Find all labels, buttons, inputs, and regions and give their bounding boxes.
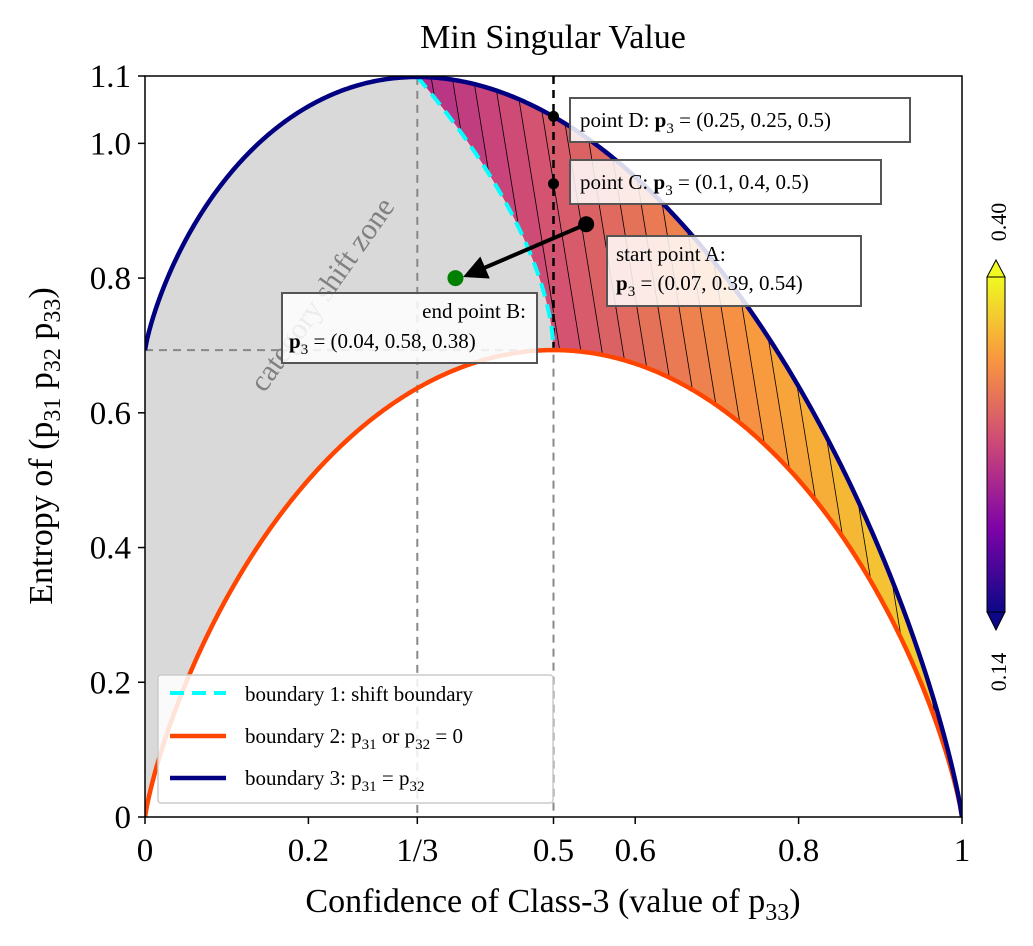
y-tick-label: 0.8 bbox=[90, 261, 131, 297]
point-a bbox=[578, 216, 595, 233]
x-axis-label: Confidence of Class-3 (value of p33) bbox=[305, 883, 800, 926]
legend-label-boundary-1: boundary 1: shift boundary bbox=[245, 682, 474, 706]
svg-text:p3 = (0.04, 0.58, 0.38): p3 = (0.04, 0.58, 0.38) bbox=[289, 329, 476, 358]
svg-text:p3 = (0.07, 0.39, 0.54): p3 = (0.07, 0.39, 0.54) bbox=[616, 271, 803, 300]
category-shift-zone bbox=[145, 76, 554, 817]
svg-text:start point A:: start point A: bbox=[616, 242, 726, 266]
annotation-point-c: point C: p3 = (0.1, 0.4, 0.5) bbox=[569, 159, 882, 205]
point-d bbox=[548, 110, 559, 122]
y-tick-label: 0.4 bbox=[90, 531, 131, 567]
x-tick-label: 0 bbox=[137, 833, 154, 869]
points-layer bbox=[447, 110, 595, 287]
colorbar-body bbox=[986, 276, 1006, 613]
legend: boundary 1: shift boundary boundary 2: p… bbox=[157, 674, 554, 804]
boundary-2-line bbox=[145, 347, 962, 817]
y-tick-label: 1.0 bbox=[90, 126, 131, 162]
x-tick-label: 0.2 bbox=[288, 833, 329, 869]
x-tick-label: 0.5 bbox=[533, 833, 574, 869]
point-c bbox=[548, 178, 559, 190]
colorbar-extend-bottom bbox=[986, 611, 1006, 632]
y-tick-label: 1.1 bbox=[90, 59, 131, 95]
boundary-1-line bbox=[415, 76, 556, 351]
colorbar-extend-top bbox=[986, 258, 1006, 278]
point-b bbox=[447, 270, 464, 287]
x-axis-ticks: 0 0.2 1/3 0.5 0.6 0.8 1 bbox=[137, 817, 971, 869]
y-tick-label: 0.6 bbox=[90, 396, 131, 432]
svg-text:end point B:: end point B: bbox=[422, 299, 526, 323]
annotation-point-a: start point A: p3 = (0.07, 0.39, 0.54) bbox=[606, 235, 862, 307]
legend-label-boundary-3: boundary 3: p31 = p32 bbox=[245, 766, 425, 795]
colorbar: 0.40 0.14 bbox=[986, 203, 1011, 692]
x-tick-label: 0.8 bbox=[778, 833, 819, 869]
y-axis-label: Entropy of (p31 p32 p33) bbox=[23, 287, 66, 605]
colorbar-min-label: 0.14 bbox=[986, 653, 1011, 692]
x-tick-label: 0.6 bbox=[615, 833, 656, 869]
x-tick-label: 1 bbox=[954, 833, 971, 869]
x-tick-label: 1/3 bbox=[396, 833, 438, 869]
y-axis-ticks: 0 0.2 0.4 0.6 0.8 1.0 1.1 bbox=[90, 59, 145, 836]
annotation-point-b: end point B: p3 = (0.04, 0.58, 0.38) bbox=[281, 292, 538, 364]
colorbar-max-label: 0.40 bbox=[986, 203, 1011, 242]
chart-title: Min Singular Value bbox=[420, 19, 686, 56]
svg-text:point C: p3 = (0.1, 0.4, 0.5): point C: p3 = (0.1, 0.4, 0.5) bbox=[580, 170, 809, 199]
svg-text:point D: p3 = (0.25, 0.25, 0.5: point D: p3 = (0.25, 0.25, 0.5) bbox=[580, 108, 831, 137]
legend-label-boundary-2: boundary 2: p31 or p32 = 0 bbox=[245, 724, 463, 753]
arrow-a-to-b bbox=[463, 222, 587, 279]
y-tick-label: 0.2 bbox=[90, 665, 131, 701]
annotation-point-d: point D: p3 = (0.25, 0.25, 0.5) bbox=[569, 97, 911, 143]
y-tick-label: 0 bbox=[115, 800, 132, 836]
